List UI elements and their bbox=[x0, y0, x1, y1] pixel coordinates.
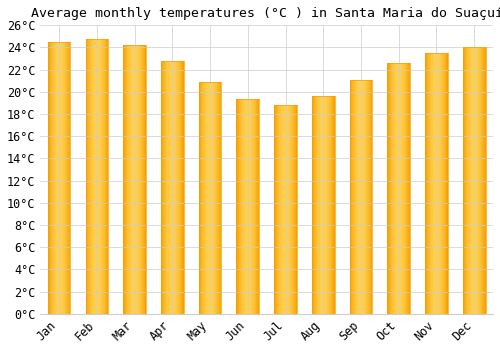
Title: Average monthly temperatures (°C ) in Santa Maria do Suaçuí: Average monthly temperatures (°C ) in Sa… bbox=[30, 7, 500, 20]
